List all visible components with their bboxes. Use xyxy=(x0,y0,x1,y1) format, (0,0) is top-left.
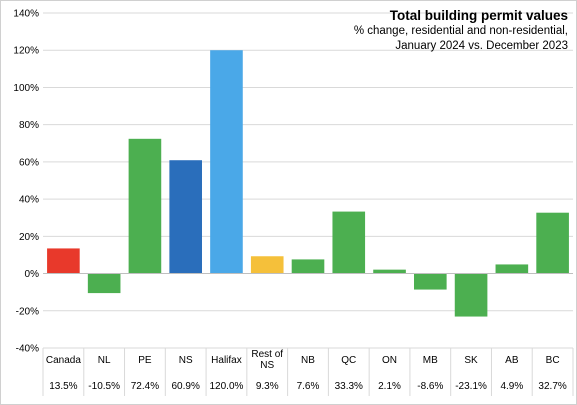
value-label: 72.4% xyxy=(131,381,159,392)
bar xyxy=(47,248,80,274)
y-tick-label: 0% xyxy=(25,269,40,280)
value-label: -8.6% xyxy=(417,381,443,392)
value-label: -23.1% xyxy=(455,381,487,392)
value-label: 4.9% xyxy=(500,381,523,392)
category-label: Canada xyxy=(46,355,81,366)
bar xyxy=(414,273,447,290)
category-label: SK xyxy=(464,355,478,366)
y-axis: -40% -20% 0% 20% 40% 60% 80% 100% 120% 140% xyxy=(13,9,39,355)
value-labels: 13.5% -10.5% 72.4% 60.9% 120.0% 9.3% 7.6% 33.3%… xyxy=(49,381,567,392)
bar xyxy=(87,273,121,294)
value-label: 32.7% xyxy=(538,381,566,392)
y-tick-label: -40% xyxy=(16,344,39,355)
bar xyxy=(210,50,243,274)
bar xyxy=(495,264,529,274)
bar xyxy=(128,138,162,274)
bar xyxy=(250,256,284,274)
value-label: 13.5% xyxy=(49,381,77,392)
bar xyxy=(291,259,325,274)
category-label: Rest of NS xyxy=(251,349,283,371)
value-label: 7.6% xyxy=(297,381,320,392)
value-label: 2.1% xyxy=(378,381,401,392)
category-label: NS xyxy=(179,355,193,366)
y-tick-label: 120% xyxy=(13,46,39,57)
y-tick-label: 60% xyxy=(19,157,39,168)
y-tick-label: -20% xyxy=(16,306,39,317)
y-tick-label: 20% xyxy=(19,232,39,243)
category-label: NB xyxy=(301,355,315,366)
y-tick-label: 100% xyxy=(13,83,39,94)
category-label: MB xyxy=(423,355,438,366)
y-tick-label: 40% xyxy=(19,195,39,206)
value-label: 120.0% xyxy=(210,381,244,392)
category-label: ON xyxy=(382,355,397,366)
category-label: NL xyxy=(98,355,111,366)
value-label: 9.3% xyxy=(256,381,279,392)
category-label: PE xyxy=(138,355,152,366)
category-label: Halifax xyxy=(211,355,242,366)
category-label: BC xyxy=(546,355,560,366)
bar xyxy=(169,160,202,274)
value-label: 33.3% xyxy=(335,381,363,392)
category-label: QC xyxy=(341,355,356,366)
category-label: AB xyxy=(505,355,519,366)
bar xyxy=(373,269,406,274)
bar xyxy=(536,212,569,274)
bars xyxy=(47,50,569,317)
bar xyxy=(332,211,366,274)
x-axis xyxy=(42,273,574,396)
bar xyxy=(454,273,488,317)
chart-subtitle-line1: % change, residential and non-residentia… xyxy=(353,25,568,37)
value-label: -10.5% xyxy=(88,381,120,392)
y-tick-label: 140% xyxy=(13,9,39,20)
chart-title: Total building permit values xyxy=(389,8,568,23)
category-labels: Canada NL PE NS Halifax Rest of NS NB QC ON MB SK AB… xyxy=(46,349,560,371)
chart-subtitle-line2: January 2024 vs. December 2023 xyxy=(395,40,568,52)
value-label: 60.9% xyxy=(172,381,200,392)
y-tick-label: 80% xyxy=(19,120,39,131)
gridlines xyxy=(43,12,573,349)
title-block: Total building permit values % change, r… xyxy=(354,7,568,54)
